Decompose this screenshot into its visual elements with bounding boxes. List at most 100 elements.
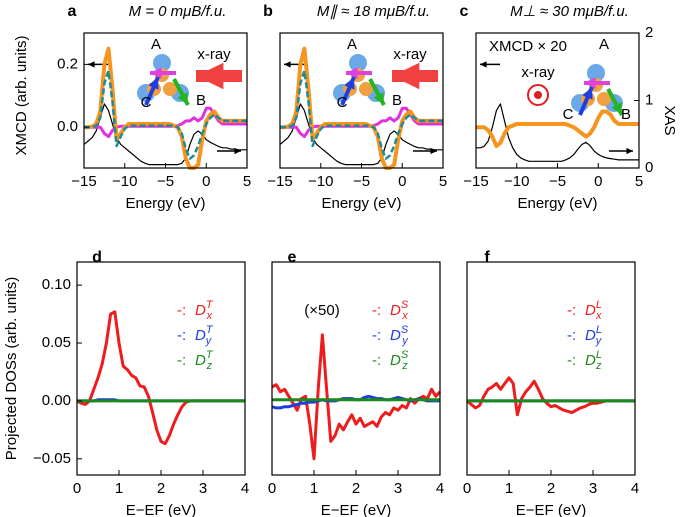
legend-marker: -: (177, 327, 186, 344)
x-tick-label: −15 (71, 173, 96, 190)
panel-label: b (263, 3, 273, 20)
x-tick-label: 0 (268, 480, 276, 497)
legend-name: D (585, 327, 596, 344)
legend-entry: DS x (390, 299, 409, 322)
x-tick-label: 0 (398, 173, 406, 190)
x-tick-label: 5 (243, 173, 251, 190)
legend-sup: S (401, 299, 409, 311)
legend-name: D (195, 352, 206, 369)
atom (163, 82, 177, 96)
annotation: x-ray (197, 46, 231, 63)
arrow-head (392, 62, 420, 90)
series-line (84, 69, 247, 160)
arrow-head (284, 61, 291, 68)
annotation: B (392, 92, 402, 109)
legend-name: D (390, 302, 401, 319)
x-tick-label: 1 (505, 480, 513, 497)
annotation: x-ray (521, 64, 555, 81)
panel-label: a (68, 3, 77, 20)
x-tick-label: 0 (594, 173, 602, 190)
x-tick-label: −10 (308, 173, 333, 190)
legend-sup: T (206, 299, 214, 311)
legend-entry: DL y (585, 324, 603, 347)
legend-sup: L (596, 324, 602, 336)
x-tick-label: −5 (353, 173, 370, 190)
atom (587, 64, 605, 82)
x-tick-label: 2 (352, 480, 360, 497)
x-tick-label: −5 (549, 173, 566, 190)
legend-name: D (195, 327, 206, 344)
series-line (466, 376, 635, 417)
legend-sup: L (596, 349, 602, 361)
arrow-head (196, 62, 224, 90)
y-tick-label: 0.00 (42, 392, 71, 409)
x-tick-label: 3 (589, 480, 597, 497)
arrow-head (150, 67, 162, 79)
annotation: B (621, 106, 631, 123)
series-line (76, 310, 245, 446)
x-tick-label: 1 (115, 480, 123, 497)
x-tick-label: 3 (394, 480, 402, 497)
legend-sub: x (401, 310, 408, 322)
x-axis-label: E−EF (eV) (516, 502, 586, 517)
series-line (280, 106, 443, 139)
x-tick-label: 4 (631, 480, 639, 497)
legend-name: D (585, 352, 596, 369)
x-axis-label: E−EF (eV) (321, 502, 391, 517)
y2-tick-label: 0 (645, 159, 653, 176)
series-line (280, 69, 443, 160)
atom (597, 92, 611, 106)
x-tick-label: −10 (112, 173, 137, 190)
legend-marker: -: (567, 327, 576, 344)
panel-label: e (288, 249, 297, 266)
panel-title: M = 0 mμB/f.u. (129, 3, 227, 20)
legend-marker: -: (177, 302, 186, 319)
y-tick-label: 0.10 (42, 276, 71, 293)
legend-sub: z (401, 360, 408, 372)
series-line (476, 109, 639, 148)
legend-sup: T (206, 324, 214, 336)
legend-marker: -: (372, 302, 381, 319)
annotation: C (337, 94, 348, 111)
y-tick-label: 0.2 (57, 55, 78, 72)
plot-frame (271, 261, 441, 476)
legend-entry: DS z (390, 349, 409, 372)
beam-ring (527, 84, 549, 106)
legend-sub: x (206, 310, 213, 322)
annotation: XMCD × 20 (489, 38, 567, 55)
legend-sup: S (401, 349, 409, 361)
x-tick-label: −10 (504, 173, 529, 190)
legend-sub: z (595, 360, 602, 372)
legend-sup: T (206, 349, 214, 361)
legend-marker: -: (177, 352, 186, 369)
x-tick-label: 2 (547, 480, 555, 497)
legend-sub: y (205, 335, 213, 347)
arrow-head (148, 77, 159, 90)
x-axis-label: Energy (eV) (321, 195, 401, 212)
panel-label: d (92, 249, 102, 266)
arrow-head (346, 67, 358, 79)
series-line (84, 106, 247, 139)
x-axis-label: Energy (eV) (125, 195, 205, 212)
x-tick-label: 0 (73, 480, 81, 497)
y-tick-label: 0.05 (42, 334, 71, 351)
panel-label: c (460, 3, 469, 20)
y-tick-label: 0.0 (57, 118, 78, 135)
x-tick-label: 0 (463, 480, 471, 497)
annotation: C (563, 106, 574, 123)
x-tick-label: 5 (439, 173, 447, 190)
legend-name: D (195, 302, 206, 319)
y-axis-label: XMCD (arb. units) (13, 35, 30, 155)
y2-axis-label: XAS (661, 105, 678, 135)
panel-title: M⊥ ≈ 30 mμB/f.u. (510, 3, 629, 20)
legend-sup: S (401, 324, 409, 336)
arrow-head (611, 102, 622, 115)
legend-sup: L (596, 299, 602, 311)
legend-marker: -: (567, 302, 576, 319)
legend-name: D (390, 327, 401, 344)
x-tick-label: 1 (310, 480, 318, 497)
panel-label: f (484, 249, 490, 266)
panel-title: M∥ ≈ 18 mμB/f.u. (317, 3, 430, 20)
x-tick-label: −15 (463, 173, 488, 190)
atom (349, 54, 367, 72)
